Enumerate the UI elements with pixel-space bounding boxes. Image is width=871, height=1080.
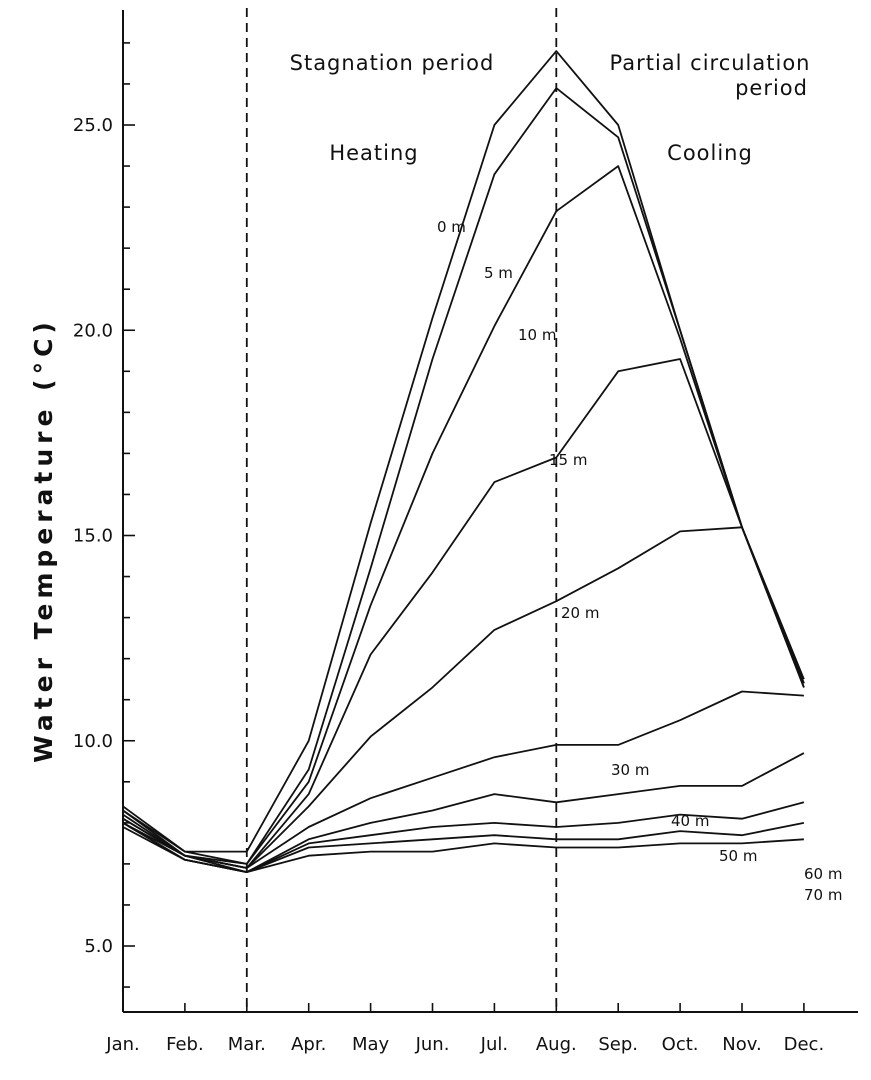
series-line-0m: [122, 50, 805, 853]
series-labels: 0 m 5 m 10 m 15 m 20 m 30 m 40 m 50 m 60 m 70 m: [437, 218, 842, 904]
period-divider-lines: [245, 8, 558, 1012]
series-label-10m: 10 m: [518, 326, 556, 344]
x-tick-label: May: [352, 1034, 390, 1055]
x-tick-label: Jan.: [105, 1034, 139, 1055]
x-tick-label: Oct.: [662, 1034, 699, 1055]
series-label-40m: 40 m: [671, 812, 709, 830]
annotation-cooling: Cooling: [667, 141, 753, 165]
x-tick-label: Feb.: [166, 1034, 204, 1055]
series-line-15m: [122, 358, 805, 869]
y-tick-label: 20.0: [73, 320, 113, 341]
y-axis-label: Water Temperature (°C): [29, 317, 58, 763]
series-lines: [122, 50, 805, 873]
series-label-15m: 15 m: [549, 451, 587, 469]
series-label-20m: 20 m: [561, 604, 599, 622]
annotation-partial-circulation-period: period: [735, 76, 808, 100]
x-tick-label: Sep.: [598, 1034, 638, 1055]
series-line-5m: [122, 87, 805, 865]
y-tick-label: 5.0: [84, 936, 113, 957]
series-line-30m: [122, 690, 804, 869]
x-tick-label: Aug.: [536, 1034, 577, 1055]
series-line-10m: [122, 165, 805, 865]
x-tick-label: Mar.: [228, 1034, 266, 1055]
x-tick-label: Jun.: [415, 1034, 450, 1055]
y-tick-label: 10.0: [73, 731, 113, 752]
series-label-60m: 60 m: [804, 865, 842, 883]
x-tick-label: Nov.: [722, 1034, 761, 1055]
series-label-5m: 5 m: [484, 264, 513, 282]
x-tick-label: Jul.: [480, 1034, 508, 1055]
axes: 5.0 10.0 15.0 20.0 25.0 Jan. Feb. Mar. Apr. May Ju…: [73, 10, 858, 1055]
x-tick-label: Dec.: [784, 1034, 825, 1055]
series-label-70m: 70 m: [804, 886, 842, 904]
annotation-stagnation-period: Stagnation period: [290, 51, 495, 75]
y-tick-label: 15.0: [73, 526, 113, 547]
series-line-70m: [122, 826, 804, 873]
series-label-30m: 30 m: [611, 761, 649, 779]
x-tick-label: Apr.: [291, 1034, 326, 1055]
series-label-0m: 0 m: [437, 218, 466, 236]
series-label-50m: 50 m: [719, 847, 757, 865]
y-tick-label: 25.0: [73, 115, 113, 136]
annotation-partial-circulation: Partial circulation: [609, 51, 810, 75]
annotation-heating: Heating: [329, 141, 418, 165]
